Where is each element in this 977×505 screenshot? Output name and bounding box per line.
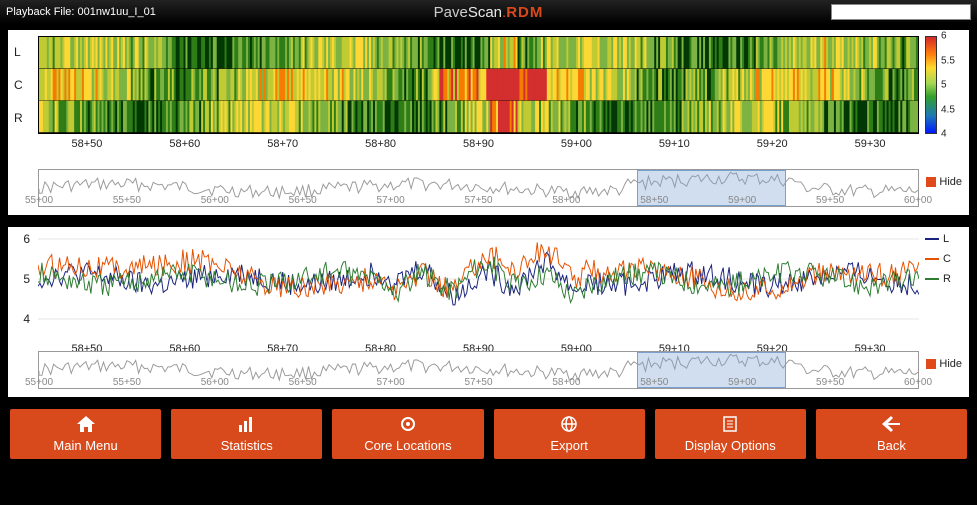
xaxis-tick: 59+20	[757, 138, 788, 150]
button-label: Core Locations	[364, 438, 451, 453]
button-label: Export	[550, 438, 588, 453]
xaxis-tick: 59+30	[855, 138, 886, 150]
colorbar-tick: 4.5	[941, 104, 955, 115]
channel-c: C	[14, 78, 34, 92]
linechart-panel: 456 L C R 58+5058+6058+7058+8058+9059+00…	[8, 227, 969, 397]
colorbar: 65.554.54	[925, 36, 963, 134]
colorbar-tick: 5	[941, 80, 947, 91]
xaxis-tick: 59+00	[561, 138, 592, 150]
yaxis-tick: 5	[23, 272, 30, 286]
overview-tick: 55+50	[113, 377, 141, 388]
hide-swatch-icon	[926, 359, 936, 369]
playback-file-label: Playback File: 001nw1uu_I_01	[6, 6, 156, 18]
overview-tick: 58+50	[640, 195, 668, 206]
linechart-yaxis: 4 5 6	[14, 231, 32, 339]
xaxis-tick: 58+90	[463, 138, 494, 150]
overview-tick: 55+00	[25, 195, 53, 206]
brand-rdm: RDM	[506, 4, 543, 21]
search-input[interactable]	[831, 4, 971, 20]
overview-tick: 56+50	[289, 195, 317, 206]
hide-label: Hide	[939, 176, 962, 188]
back-icon	[882, 416, 900, 436]
header-bar: Playback File: 001nw1uu_I_01 PaveScan.RD…	[0, 0, 977, 24]
display-options-button[interactable]: Display Options	[655, 409, 806, 459]
overview-tick: 56+00	[201, 195, 229, 206]
overview-tick: 59+50	[816, 377, 844, 388]
colorbar-tick: 4	[941, 129, 947, 140]
app-brand: PaveScan.RDM	[434, 4, 544, 21]
overview-tick: 55+00	[25, 377, 53, 388]
overview-tick: 57+50	[464, 377, 492, 388]
legend-l[interactable]: L	[925, 233, 963, 245]
xaxis-tick: 59+10	[659, 138, 690, 150]
search-box	[831, 4, 971, 20]
linechart-canvas[interactable]	[38, 231, 919, 339]
legend-r[interactable]: R	[925, 273, 963, 285]
overview-tick: 57+50	[464, 195, 492, 206]
statistics-button[interactable]: Statistics	[171, 409, 322, 459]
linechart-legend: L C R	[925, 233, 963, 293]
core-icon	[399, 416, 417, 436]
xaxis-tick: 58+80	[365, 138, 396, 150]
overview-tick: 57+00	[377, 377, 405, 388]
button-label: Back	[877, 438, 906, 453]
heatmap-canvas[interactable]	[38, 36, 919, 134]
button-label: Statistics	[221, 438, 273, 453]
overview-ticks: 55+0055+5056+0056+5057+0057+5058+0058+50…	[39, 194, 918, 206]
globe-icon	[560, 416, 578, 436]
xaxis-tick: 58+70	[267, 138, 298, 150]
back-button[interactable]: Back	[816, 409, 967, 459]
overview-tick: 59+00	[728, 195, 756, 206]
overview-tick: 58+00	[552, 377, 580, 388]
overview-tick: 56+00	[201, 377, 229, 388]
playback-file-name: 001nw1uu_I_01	[78, 6, 156, 18]
yaxis-tick: 6	[23, 232, 30, 246]
legend-c[interactable]: C	[925, 253, 963, 265]
overview-tick: 57+00	[377, 195, 405, 206]
heatmap-xaxis: 58+50 58+60 58+70 58+80 58+90 59+00 59+10 59+20…	[38, 138, 919, 152]
hide-toggle-linechart[interactable]: Hide	[926, 358, 962, 370]
linechart-overview[interactable]: 55+0055+5056+0056+5057+0057+5058+0058+50…	[38, 351, 919, 389]
export-button[interactable]: Export	[494, 409, 645, 459]
channel-r: R	[14, 111, 34, 125]
overview-tick: 60+00	[904, 195, 932, 206]
brand-scan: Scan	[468, 4, 502, 21]
yaxis-tick: 4	[23, 312, 30, 326]
channel-labels: L C R	[14, 36, 34, 134]
overview-tick: 55+50	[113, 195, 141, 206]
core-locations-button[interactable]: Core Locations	[332, 409, 483, 459]
overview-ticks: 55+0055+5056+0056+5057+0057+5058+0058+50…	[39, 376, 918, 388]
button-label: Main Menu	[53, 438, 117, 453]
hide-toggle-heatmap[interactable]: Hide	[926, 176, 962, 188]
heatmap-overview[interactable]: 55+0055+5056+0056+5057+0057+5058+0058+50…	[38, 169, 919, 207]
colorbar-gradient	[925, 36, 937, 134]
colorbar-tick: 5.5	[941, 55, 955, 66]
overview-tick: 59+50	[816, 195, 844, 206]
overview-tick: 58+50	[640, 377, 668, 388]
doc-icon	[722, 416, 738, 436]
playback-label-text: Playback File:	[6, 6, 74, 18]
stats-icon	[238, 416, 256, 436]
footer-toolbar: Main Menu Statistics Core Locations Export D…	[0, 403, 977, 469]
brand-pave: Pave	[434, 4, 468, 21]
xaxis-tick: 58+60	[169, 138, 200, 150]
xaxis-tick: 58+50	[71, 138, 102, 150]
colorbar-ticks: 65.554.54	[937, 36, 963, 134]
hide-label: Hide	[939, 358, 962, 370]
home-icon	[77, 416, 95, 436]
colorbar-tick: 6	[941, 31, 947, 42]
overview-tick: 56+50	[289, 377, 317, 388]
overview-tick: 59+00	[728, 377, 756, 388]
channel-l: L	[14, 45, 34, 59]
hide-swatch-icon	[926, 177, 936, 187]
overview-tick: 58+00	[552, 195, 580, 206]
button-label: Display Options	[685, 438, 776, 453]
main-menu-button[interactable]: Main Menu	[10, 409, 161, 459]
overview-tick: 60+00	[904, 377, 932, 388]
heatmap-panel: L C R 6 5.5 5 4.5 4 58+50 58+60 58+70 58+80 58+9…	[8, 30, 969, 215]
